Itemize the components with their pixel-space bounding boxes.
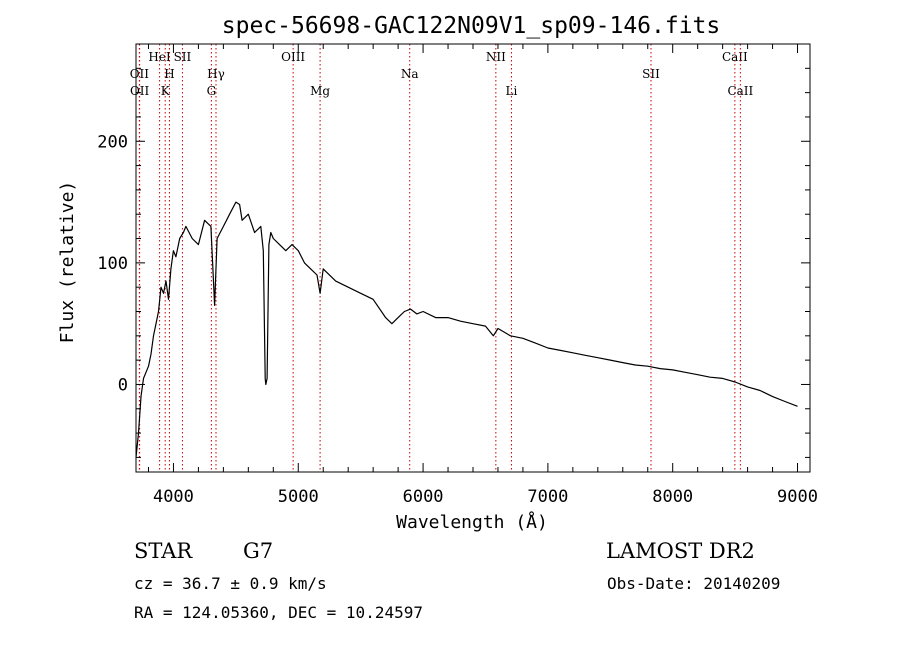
marker-label-13: SII <box>642 67 660 81</box>
y-axis-label: Flux (relative) <box>57 181 78 344</box>
marker-label-8: OIII <box>281 50 305 64</box>
marker-label-15: CaII <box>727 84 753 98</box>
marker-label-10: Na <box>401 67 419 81</box>
spectral-line-markers: OII OII HeI HK SII Hγ G OIII Mg Na NII Li SII CaII CaI… <box>130 44 754 472</box>
object-class: STAR <box>134 539 193 563</box>
marker-label-4: K <box>161 84 171 98</box>
series-line-flux <box>135 201 798 458</box>
marker-label-1: OII <box>130 84 150 98</box>
x-tick-label-4000: 4000 <box>153 487 194 507</box>
chart-title: spec-56698-GAC122N09V1_sp09-146.fits <box>222 13 721 39</box>
x-tick-label-8000: 8000 <box>652 487 693 507</box>
x-tick-label-9000: 9000 <box>777 487 818 507</box>
marker-label-7: G <box>207 84 217 98</box>
marker-label-9: Mg <box>310 84 330 98</box>
y-tick-label-0: 0 <box>118 375 128 395</box>
x-tick-label-6000: 6000 <box>403 487 444 507</box>
marker-label-14: CaII <box>722 50 748 64</box>
marker-label-3: H <box>164 67 174 81</box>
coordinates: RA = 124.05360, DEC = 10.24597 <box>134 603 423 622</box>
x-tick-label-7000: 7000 <box>527 487 568 507</box>
x-tick-label-5000: 5000 <box>278 487 319 507</box>
axis-ticks: 4000 5000 6000 7000 8000 9000 0 100 200 <box>97 44 818 507</box>
marker-label-0: OII <box>130 67 150 81</box>
marker-label-2: HeI <box>148 50 171 64</box>
marker-label-11: NII <box>486 50 506 64</box>
marker-label-12: Li <box>506 84 518 98</box>
survey-name: LAMOST DR2 <box>606 539 755 563</box>
observation-date: Obs-Date: 20140209 <box>607 574 781 593</box>
y-tick-label-200: 200 <box>97 132 128 152</box>
x-axis-label: Wavelength (Å) <box>396 511 548 533</box>
marker-label-5: SII <box>174 50 192 64</box>
marker-label-6: Hγ <box>207 67 225 81</box>
y-tick-label-100: 100 <box>97 254 128 274</box>
redshift-velocity: cz = 36.7 ± 0.9 km/s <box>134 574 327 593</box>
object-subclass: G7 <box>243 539 274 563</box>
plot-frame <box>135 43 811 473</box>
